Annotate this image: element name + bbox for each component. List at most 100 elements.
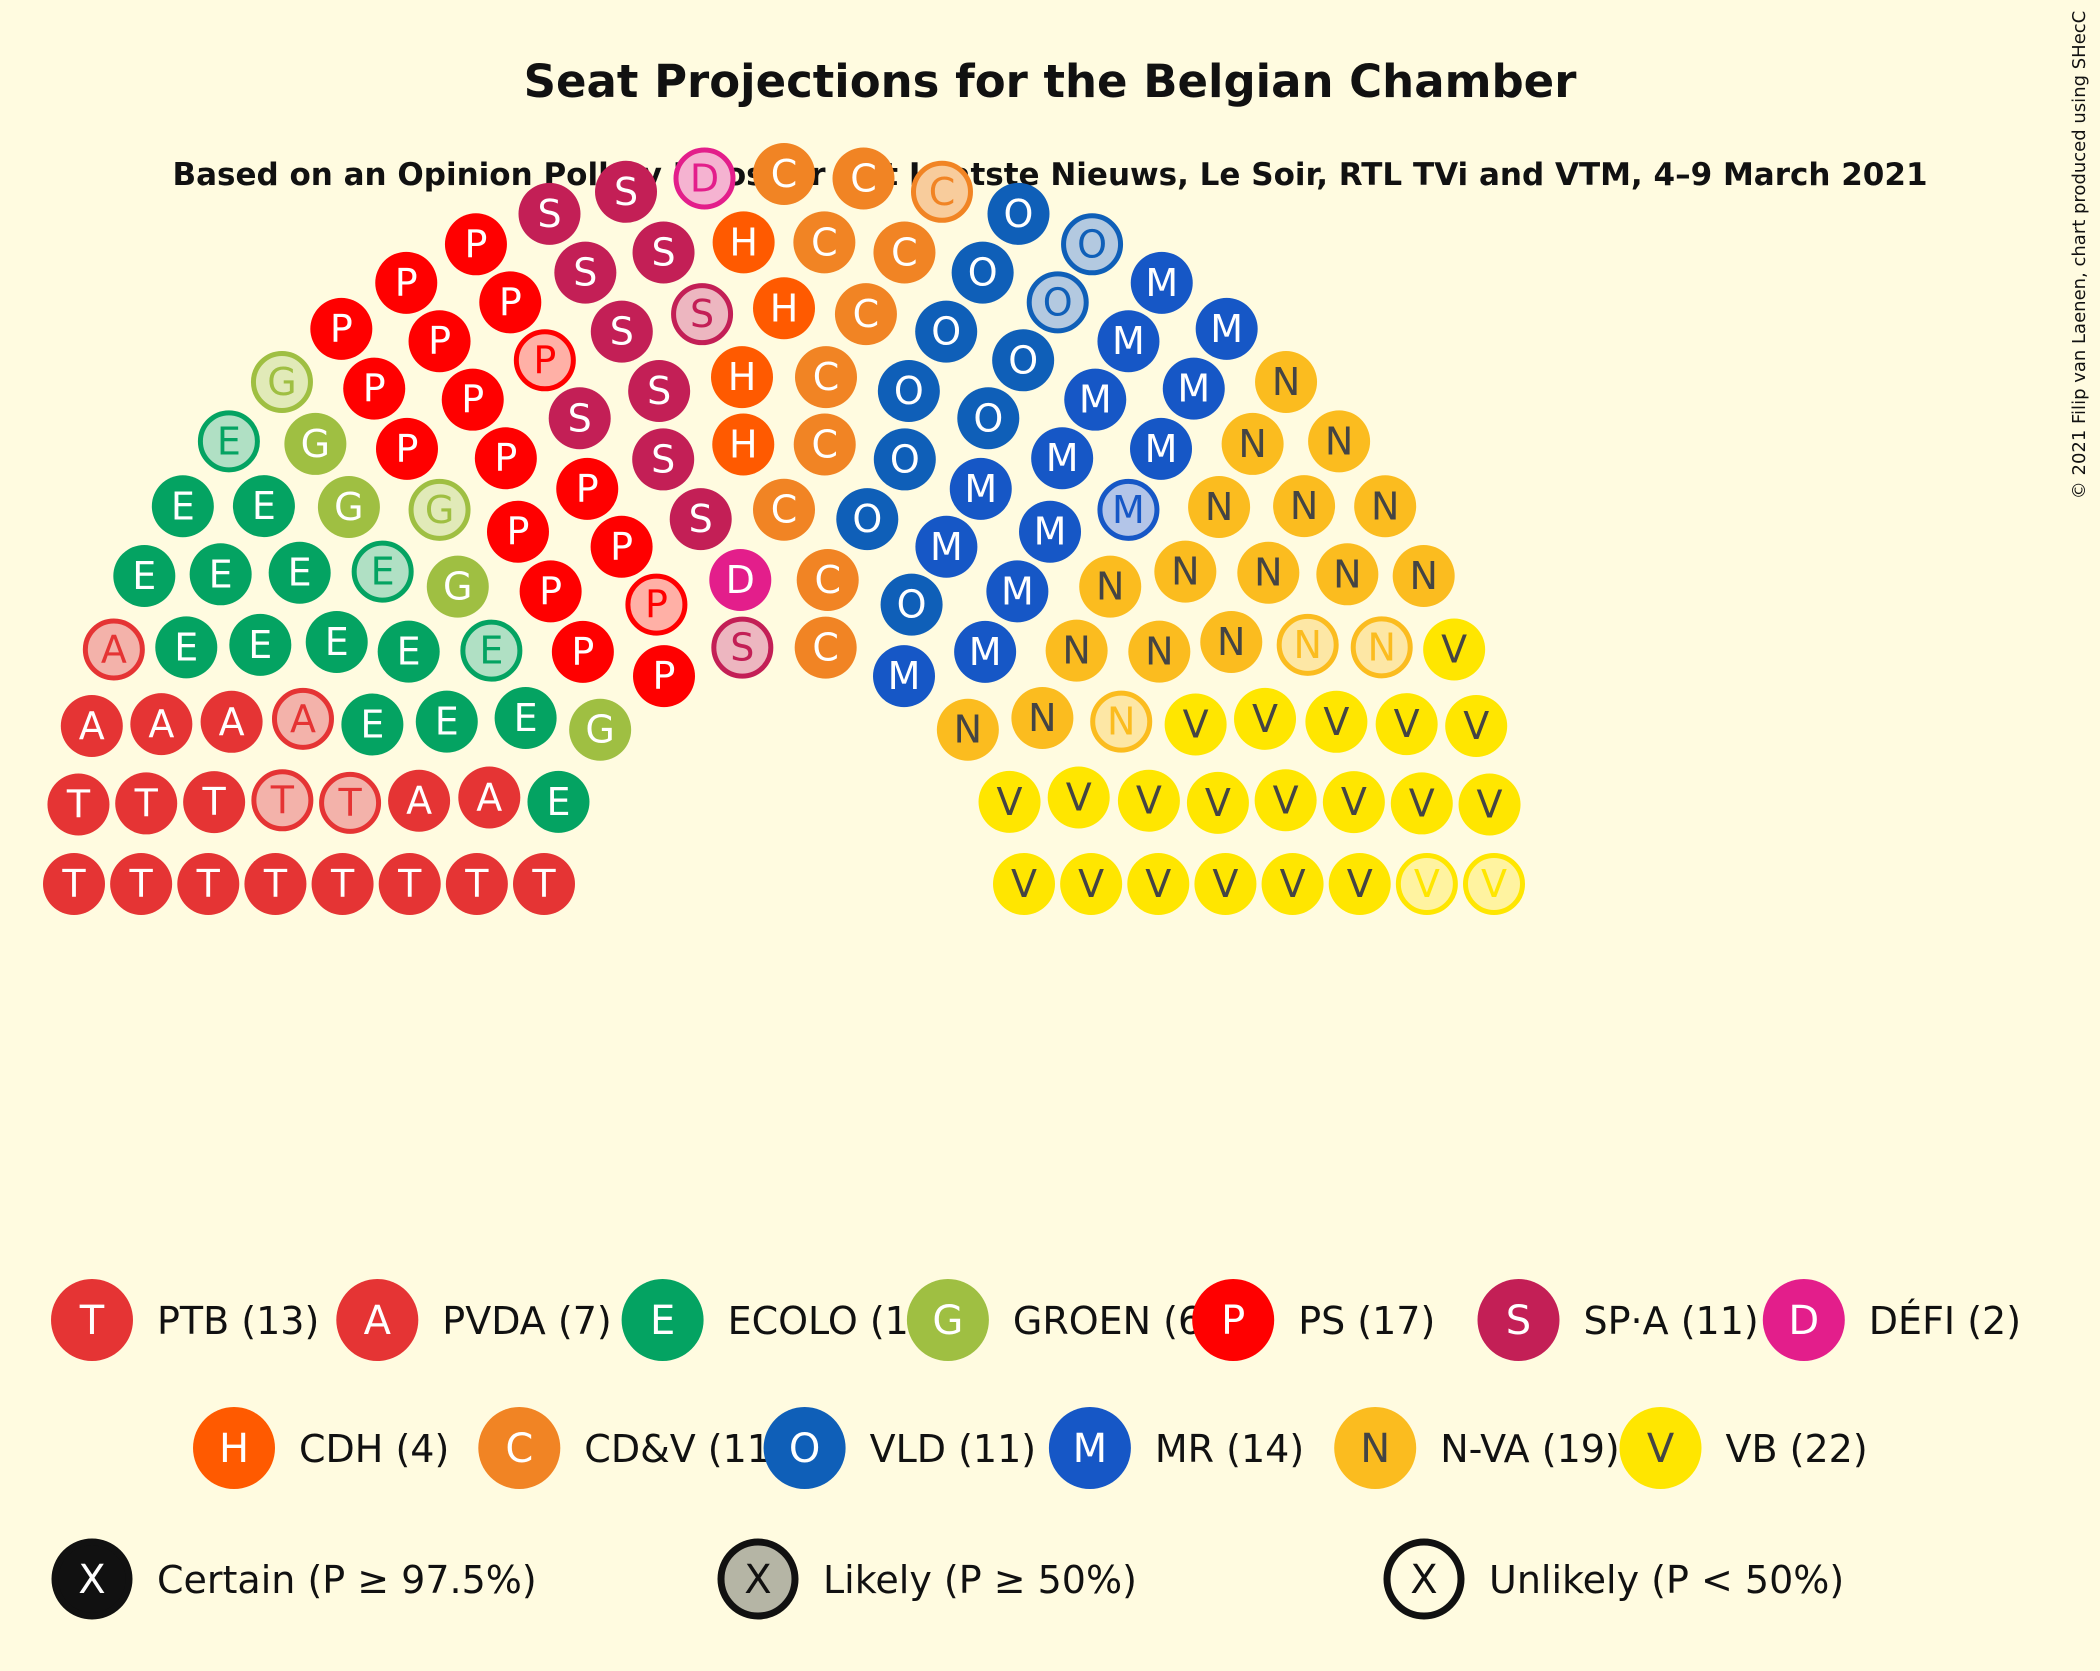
seat-letter: G <box>585 708 614 752</box>
legend-letter: S <box>1506 1298 1531 1344</box>
seat-vb: V <box>993 853 1055 915</box>
legend-letter: E <box>650 1298 675 1344</box>
seat-ps: P <box>625 573 688 636</box>
seat-letter: M <box>1079 378 1112 422</box>
seat-ptb: T <box>244 853 307 915</box>
seat-groen: G <box>569 698 632 761</box>
seat-vld: O <box>957 387 1020 450</box>
seat-letter: A <box>79 704 105 748</box>
seat-mr: M <box>954 620 1017 683</box>
probability-letter: X <box>744 1557 771 1603</box>
legend-label: VB (22) <box>1726 1427 1868 1471</box>
seat-letter: A <box>290 697 316 741</box>
legend-item-n-va: N N-VA (19) <box>1334 1407 1620 1489</box>
legend-letter: P <box>1221 1298 1245 1344</box>
seat-letter: M <box>1001 569 1034 613</box>
seat-letter: V <box>1252 697 1278 741</box>
seat-letter: T <box>330 862 355 906</box>
seat-pvda: A <box>82 618 145 681</box>
seat-letter: T <box>337 781 362 825</box>
seat-sp-a: S <box>554 241 617 304</box>
seat-letter: C <box>811 220 838 264</box>
probability-item-unlikely: X Unlikely (P < 50%) <box>1383 1538 1844 1620</box>
legend-swatch <box>621 1279 704 1361</box>
seat-cdh: H <box>753 277 815 340</box>
seat-letter: N <box>1272 360 1300 404</box>
legend-item-vb: V VB (22) <box>1619 1407 1868 1489</box>
seat-letter: S <box>689 497 713 541</box>
legend-item-ecolo: E ECOLO (16) <box>621 1279 948 1361</box>
seat-letter: V <box>1011 862 1037 906</box>
seat-letter: V <box>1273 778 1299 822</box>
seat-ecolo: E <box>232 475 295 538</box>
legend-item-ps: P PS (17) <box>1192 1279 1435 1361</box>
legend-item-d-fi: D DÉFI (2) <box>1762 1279 2021 1361</box>
legend-letter: T <box>79 1298 105 1344</box>
legend-letter: C <box>505 1426 533 1472</box>
seat-letter: V <box>1136 779 1162 823</box>
legend-letter: G <box>932 1298 963 1344</box>
seat-sp-a: S <box>632 428 695 491</box>
seat-n-va: N <box>1276 613 1339 676</box>
legend-letter: M <box>1073 1426 1108 1472</box>
seat-letter: P <box>539 569 562 613</box>
seat-ptb: T <box>110 853 173 915</box>
legend-item-pvda: A PVDA (7) <box>336 1279 612 1361</box>
seat-letter: E <box>360 703 384 747</box>
seat-letter: V <box>1323 700 1349 744</box>
seat-letter: O <box>968 251 998 295</box>
seat-cd-v: C <box>794 346 857 409</box>
legend-item-cd-v: C CD&V (11) <box>478 1407 786 1489</box>
seat-sp-a: S <box>671 283 734 346</box>
seat-sp-a: S <box>590 300 653 363</box>
seat-letter: T <box>66 783 91 827</box>
legend-swatch <box>478 1407 561 1489</box>
seat-letter: C <box>811 422 838 466</box>
seat-letter: P <box>499 280 522 324</box>
seat-letter: O <box>890 437 920 481</box>
seat-letter: P <box>494 436 517 480</box>
seat-n-va: N <box>1011 686 1074 749</box>
seat-letter: E <box>397 630 421 674</box>
seat-letter: S <box>651 231 675 275</box>
seat-vb: V <box>1060 853 1123 915</box>
seat-vld: O <box>951 241 1014 304</box>
seat-letter: S <box>730 626 754 670</box>
seat-mr: M <box>986 560 1049 623</box>
seat-cd-v: C <box>753 143 815 205</box>
seat-letter: P <box>363 367 386 411</box>
seat-letter: V <box>1481 862 1507 906</box>
seat-letter: E <box>371 550 395 594</box>
chart-credit: © 2021 Filip van Laenen, chart produced … <box>2069 11 2090 499</box>
seat-letter: N <box>1238 422 1266 466</box>
seat-n-va: N <box>936 698 999 761</box>
probability-label: Certain (P ≥ 97.5%) <box>157 1558 537 1602</box>
legend-letter: O <box>789 1426 820 1472</box>
seat-letter: V <box>1212 862 1238 906</box>
seat-letter: N <box>1367 625 1395 669</box>
seat-ecolo: E <box>197 410 260 473</box>
seat-sp-a: S <box>669 488 732 551</box>
seat-letter: C <box>850 156 877 200</box>
seat-n-va: N <box>1128 620 1191 683</box>
seat-letter: M <box>1210 307 1243 351</box>
seat-ps: P <box>441 368 504 431</box>
seat-vld: O <box>873 428 936 491</box>
legend-swatch <box>336 1279 419 1361</box>
seat-letter: H <box>729 422 758 466</box>
legend-swatch <box>1477 1279 1560 1361</box>
seat-n-va: N <box>1273 475 1336 538</box>
seat-pvda: A <box>200 690 263 753</box>
seat-vb: V <box>1375 693 1438 756</box>
seat-ecolo: E <box>229 613 292 676</box>
seat-letter: O <box>973 396 1003 440</box>
seat-letter: P <box>576 467 599 511</box>
seat-pvda: A <box>130 693 193 756</box>
seat-letter: V <box>1347 862 1373 906</box>
seat-n-va: N <box>1221 412 1284 475</box>
seat-n-va: N <box>1090 690 1153 753</box>
seat-letter: M <box>888 654 921 698</box>
seat-vb: V <box>1234 687 1297 750</box>
seat-letter: P <box>507 510 530 554</box>
